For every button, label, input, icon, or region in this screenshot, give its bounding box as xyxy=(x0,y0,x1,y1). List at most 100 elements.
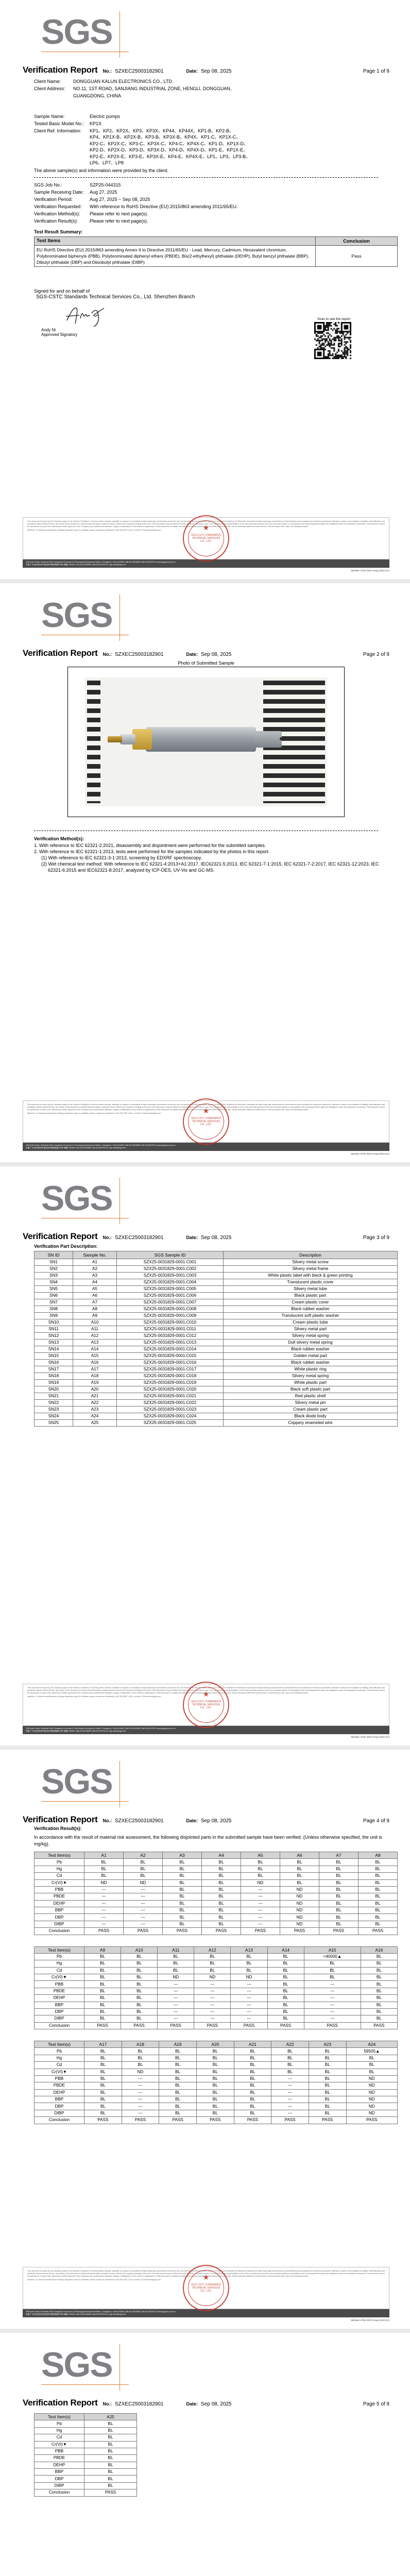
part-sample-no: A20 xyxy=(73,1386,117,1393)
result-cell: BL xyxy=(233,2089,272,2097)
result-header-sample-a23: A23 xyxy=(308,2040,347,2048)
table-header-row: Test Item(s) A17 A18 A19 A20 A21 A22 A23 A24 xyxy=(34,2040,398,2048)
result-cell: --- xyxy=(123,1906,163,1914)
result-cell: BL xyxy=(123,1858,163,1866)
result-cell: BL xyxy=(230,1960,268,1968)
result-cell: BL xyxy=(201,1858,241,1866)
result-cell: --- xyxy=(157,1980,195,1988)
result-cell: BL xyxy=(241,1865,280,1873)
result-cell: --- xyxy=(84,1886,124,1894)
result-row-label: Hg xyxy=(34,1865,84,1873)
result-conclusion-row: Conclusion PASS PASS PASS PASS PASS PASS PASS PA… xyxy=(34,2022,398,2030)
signing-entity: SGS-CSTC Standards Technical Services Co… xyxy=(36,294,195,300)
part-sn-id: SN14 xyxy=(34,1346,73,1353)
result-cell: BL xyxy=(319,1906,358,1914)
part-sample-no: A8 xyxy=(73,1306,117,1313)
sgs-red-stamp-icon: ★ SGS-CSTC STANDARDS TECHNICAL SERVICES … xyxy=(183,515,229,562)
result-cell: BL xyxy=(84,2434,137,2442)
result-header-sample-a25: A25 xyxy=(84,2413,137,2421)
part-sgs-sample-id: SZX25-0031829-0001.C024 xyxy=(116,1413,224,1420)
result-cell: --- xyxy=(121,2089,160,2097)
footer-address-cn: 中国·广州·经济技术开发区科学城科珠路198号 邮编: 510663 t (86… xyxy=(26,1147,126,1149)
result-cell: BL xyxy=(159,2061,197,2069)
part-sample-no: A3 xyxy=(73,1272,117,1279)
part-sgs-sample-id: SZX25-0031829-0001.C014 xyxy=(116,1346,224,1353)
footer-disclaimer-box: This document is issued by the Company s… xyxy=(23,2265,389,2311)
result-row-label: Hg xyxy=(34,2427,84,2435)
table-row: SN23 A23 SZX25-0031829-0001.C023 Cream plas… xyxy=(34,1406,398,1413)
part-sample-no: A7 xyxy=(73,1299,117,1306)
logo-vertical-rule xyxy=(119,2344,120,2391)
result-cell: BL xyxy=(233,2054,272,2062)
table-row: DBP BL xyxy=(34,2475,137,2483)
result-cell: BL xyxy=(358,1893,398,1901)
table-row: BBP BL BL --- --- --- BL --- BL xyxy=(34,2001,398,2009)
result-conclusion-cell: PASS xyxy=(241,1927,280,1935)
verification-period-value: Aug 27, 2025 ~ Sep 08, 2025 xyxy=(90,196,150,202)
part-sn-id: SN1 xyxy=(34,1259,73,1266)
table-header-row: Test Item(s) A1 A2 A3 A4 A5 A6 A7 A8 xyxy=(34,1851,398,1859)
page-1: SGS Verification Report No.: SZXEC250031… xyxy=(0,0,410,579)
result-cell: --- xyxy=(157,1987,195,1995)
footer-address-bar: 198 Kezhu Road, Scientech Park Guangzhou… xyxy=(23,2309,389,2317)
part-description: Silvery metal pin xyxy=(223,1399,398,1406)
part-sample-no: A2 xyxy=(73,1265,117,1273)
result-cell: BL xyxy=(159,2103,197,2110)
report-date-value: Sep 08, 2025 xyxy=(201,1235,232,1241)
result-cell: BL xyxy=(83,1953,122,1961)
part-sgs-sample-id: SZX25-0031829-0001.C022 xyxy=(116,1399,224,1406)
result-cell: BL xyxy=(84,2475,137,2483)
sgs-logo-text: SGS xyxy=(41,1762,113,1801)
result-cell: BL xyxy=(319,1920,358,1928)
result-row-label: BBP xyxy=(34,2001,84,2009)
verification-method-2: 2. With reference to IEC 62321-1:2013, t… xyxy=(34,849,270,854)
result-cell: BL xyxy=(233,2061,272,2069)
footer-attention-text: Attention: To check the authenticity of … xyxy=(27,529,161,531)
report-date-label: Date: xyxy=(186,69,198,74)
result-cell: BL xyxy=(162,1906,202,1914)
footer-address-en: 198 Kezhu Road, Scientech Park Guangzhou… xyxy=(26,2311,176,2313)
result-cell: BL xyxy=(159,2068,197,2076)
result-cell: BL xyxy=(159,2054,197,2062)
table-row: Hg BL BL BL BL BL BL BL BL xyxy=(34,1960,398,1968)
result-cell: --- xyxy=(121,2075,160,2083)
part-sample-no: A4 xyxy=(73,1279,117,1286)
result-cell: BL xyxy=(358,1886,398,1894)
verification-method-label: Verification Method(s): xyxy=(34,211,80,216)
table-row: SN5 A5 SZX25-0031829-0001.C005 Silvery meta… xyxy=(34,1285,398,1293)
result-cell: BL xyxy=(84,2061,122,2069)
part-sgs-sample-id: SZX25-0031829-0001.C021 xyxy=(116,1393,224,1400)
result-header-sample-a22: A22 xyxy=(271,2040,309,2048)
result-cell: BL xyxy=(319,1865,358,1873)
result-row-label: PBB xyxy=(34,1886,84,1894)
result-conclusion-cell: PASS xyxy=(84,2489,137,2497)
part-description: Silvery metal screw xyxy=(223,1259,398,1266)
part-description: Silvery metal tube xyxy=(223,1285,398,1293)
logo-horizontal-rule xyxy=(41,1801,129,1802)
result-cell: BL xyxy=(267,1960,304,1968)
report-header: Verification Report No.: SZXEC2500318290… xyxy=(23,1231,389,1242)
summary-header-conclusion: Conclusion xyxy=(315,236,398,246)
page-number: Page 4 of 9 xyxy=(363,1818,389,1824)
result-cell: ND xyxy=(346,2109,398,2117)
summary-item-text: EU RoHS Directive (EU) 2015/863 amending… xyxy=(34,245,316,267)
part-sn-id: SN22 xyxy=(34,1399,73,1406)
result-cell: BL xyxy=(201,1913,241,1921)
part-description: Dull silvery metal spring xyxy=(223,1339,398,1346)
part-sgs-sample-id: SZX25-0031829-0001.C020 xyxy=(116,1386,224,1393)
result-row-label: DEHP xyxy=(34,2089,84,2097)
table-row: SN22 A22 SZX25-0031829-0001.C022 Silvery me… xyxy=(34,1399,398,1406)
client-address-row: Client Address: NO.11, 1ST ROAD, SANJIAN… xyxy=(34,86,389,92)
report-header: Verification Report No.: SZXEC2500318290… xyxy=(23,1815,389,1825)
result-cell: BL xyxy=(201,1879,241,1887)
table-row: Pb BL xyxy=(34,2420,137,2428)
verification-methods-heading: Verification Method(s): xyxy=(34,836,84,841)
verification-result-table: Test Item(s) A9 A10 A11 A12 A13 A14 A15 A16 Pb BL B… xyxy=(34,1946,398,2030)
result-cell: ND xyxy=(241,1879,280,1887)
receiving-date-label: Sample Receiving Date: xyxy=(34,189,84,195)
result-cell: BL xyxy=(196,2082,234,2090)
qr-code-icon[interactable] xyxy=(314,322,351,359)
result-cell: BL xyxy=(121,1987,158,1995)
result-cell: --- xyxy=(123,1913,163,1921)
result-cell: ND xyxy=(346,2095,398,2104)
